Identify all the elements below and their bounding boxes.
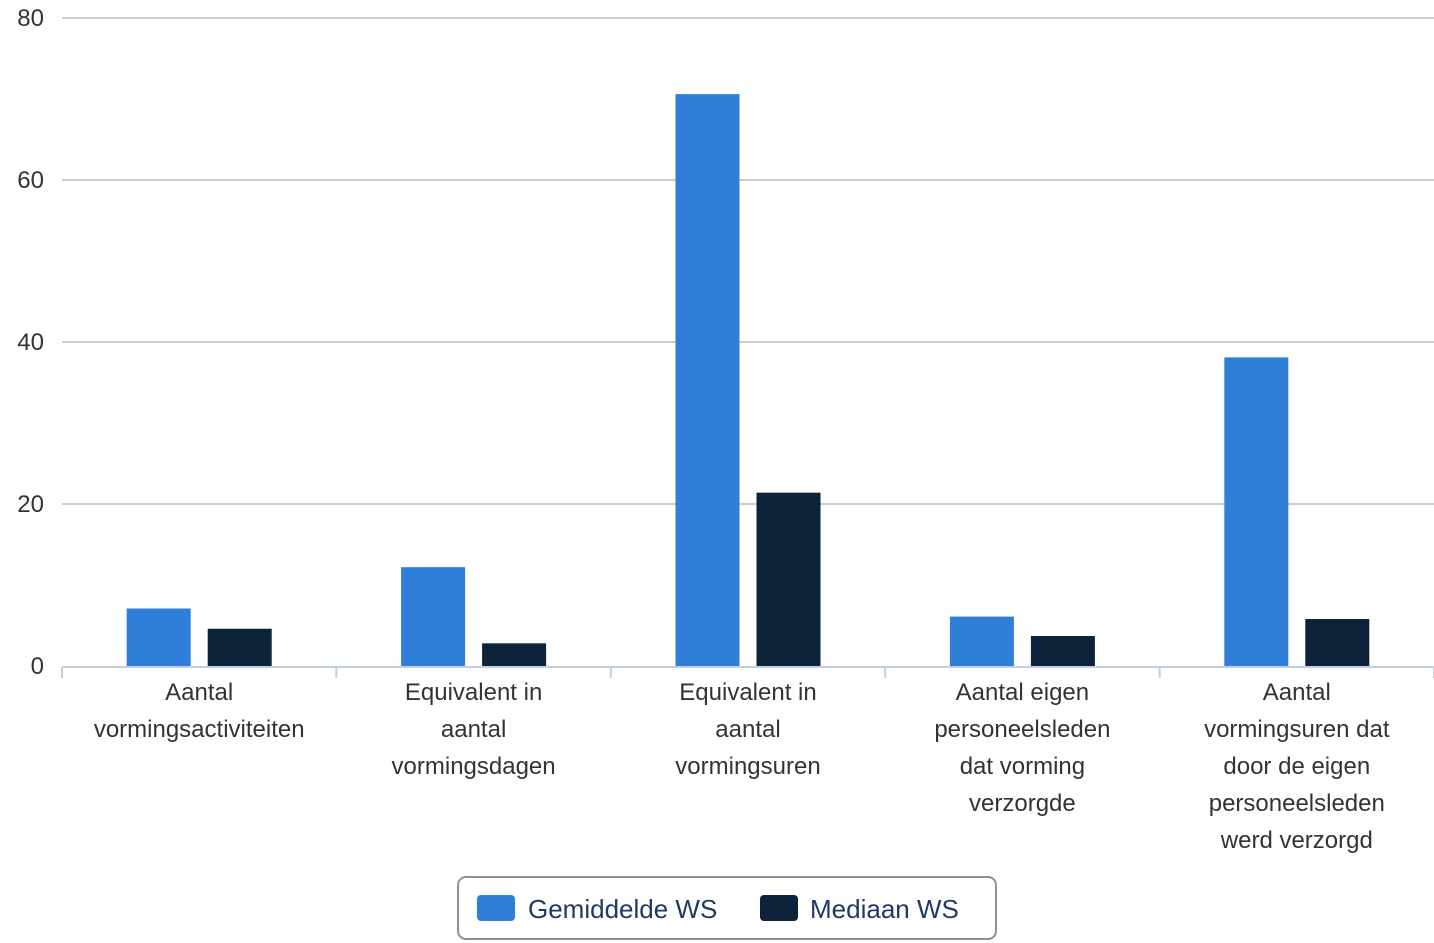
x-category-label-line: aantal (441, 716, 506, 743)
bar-mediaan[interactable] (756, 492, 821, 666)
bar-gemiddelde[interactable] (949, 616, 1014, 666)
y-axis-tick-labels: 0 20 40 60 80 (17, 5, 44, 680)
bar-gemiddelde[interactable] (1224, 357, 1289, 666)
x-category-label-line: aantal (715, 716, 780, 743)
x-category-label-line: vormingsactiviteiten (94, 716, 305, 743)
x-category-label: Equivalent in aantal vormingsuren (675, 679, 820, 780)
x-category-label-line: Aantal eigen (956, 679, 1089, 706)
y-tick-label: 0 (31, 653, 44, 680)
legend-swatch[interactable] (760, 895, 798, 921)
legend-label[interactable]: Mediaan WS (810, 894, 959, 924)
x-category-label-line: door de eigen (1223, 753, 1370, 780)
x-category-label-line: dat vorming (960, 753, 1085, 780)
x-category-label-line: Aantal (1263, 679, 1331, 706)
x-category-label: Aantal vormingsactiviteiten (94, 679, 305, 743)
x-category-label-line: personeelsleden (1209, 790, 1385, 817)
y-tick-label: 80 (17, 5, 44, 32)
x-category-label-line: Equivalent in (679, 679, 816, 706)
x-category-label-line: vormingsuren (675, 753, 820, 780)
x-category-label: Equivalent in aantal vormingsdagen (392, 679, 556, 780)
y-tick-label: 40 (17, 329, 44, 356)
x-axis-category-labels: Aantal vormingsactiviteiten Equivalent in a… (94, 679, 1390, 854)
gridlines (62, 17, 1434, 505)
x-category-label-line: werd verzorgd (1220, 827, 1373, 854)
legend[interactable]: Gemiddelde WS Mediaan WS (457, 876, 997, 940)
y-tick-label: 60 (17, 167, 44, 194)
x-category-label-line: verzorgde (969, 790, 1076, 817)
y-tick-label: 20 (17, 491, 44, 518)
x-category-label-line: personeelsleden (934, 716, 1110, 743)
legend-swatch[interactable] (477, 895, 515, 921)
x-category-label-line: Equivalent in (405, 679, 542, 706)
bar-mediaan[interactable] (207, 628, 272, 666)
bars (126, 94, 1370, 666)
bar-gemiddelde[interactable] (401, 567, 466, 666)
x-axis (61, 666, 1434, 678)
x-category-label-line: vormingsdagen (392, 753, 556, 780)
bar-mediaan[interactable] (482, 643, 547, 666)
x-category-label-line: Aantal (165, 679, 233, 706)
legend-label[interactable]: Gemiddelde WS (528, 894, 717, 924)
x-category-label: Aantal eigen personeelsleden dat vorming ve… (934, 679, 1110, 817)
bar-gemiddelde[interactable] (126, 608, 191, 666)
bar-gemiddelde[interactable] (675, 94, 740, 666)
bar-mediaan[interactable] (1030, 636, 1095, 666)
bar-mediaan[interactable] (1305, 619, 1370, 666)
x-category-label: Aantal vormingsuren dat door de eigen perso… (1204, 679, 1390, 854)
legend-box (457, 876, 997, 940)
x-category-label-line: vormingsuren dat (1204, 716, 1390, 743)
